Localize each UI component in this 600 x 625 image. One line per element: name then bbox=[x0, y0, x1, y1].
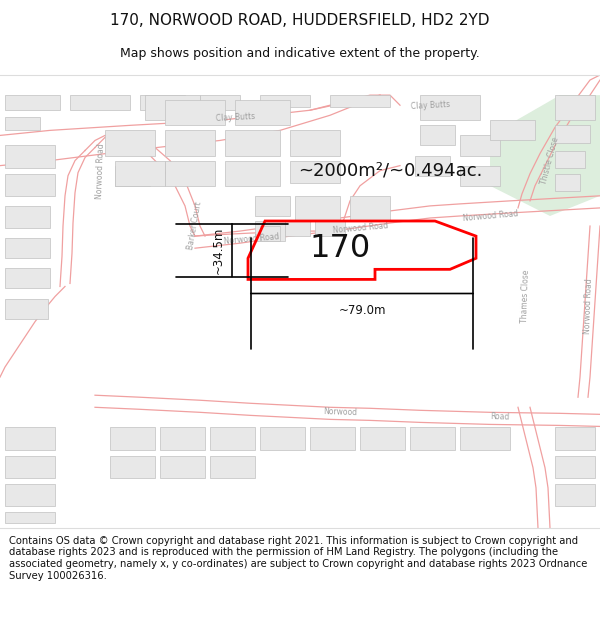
Polygon shape bbox=[290, 161, 340, 182]
Polygon shape bbox=[460, 428, 510, 449]
Polygon shape bbox=[210, 456, 255, 478]
Polygon shape bbox=[225, 131, 280, 156]
Text: 170: 170 bbox=[310, 232, 371, 264]
Polygon shape bbox=[555, 484, 595, 506]
Text: Barker Court: Barker Court bbox=[187, 201, 203, 251]
Text: ~34.5m: ~34.5m bbox=[212, 226, 224, 274]
Polygon shape bbox=[555, 456, 595, 478]
Text: Clay Butts: Clay Butts bbox=[410, 99, 450, 111]
Text: Thames Close: Thames Close bbox=[520, 270, 530, 323]
Polygon shape bbox=[210, 428, 255, 449]
Polygon shape bbox=[5, 484, 55, 506]
Text: Road: Road bbox=[490, 411, 510, 421]
Polygon shape bbox=[360, 428, 405, 449]
Text: Norwood Road: Norwood Road bbox=[332, 221, 388, 235]
Polygon shape bbox=[5, 456, 55, 478]
Polygon shape bbox=[145, 95, 200, 120]
Polygon shape bbox=[5, 238, 50, 258]
Polygon shape bbox=[420, 95, 480, 120]
Polygon shape bbox=[350, 196, 390, 221]
Polygon shape bbox=[290, 131, 340, 156]
Text: ~2000m²/~0.494ac.: ~2000m²/~0.494ac. bbox=[298, 162, 482, 179]
Polygon shape bbox=[490, 95, 600, 216]
Polygon shape bbox=[225, 161, 280, 186]
Polygon shape bbox=[5, 206, 50, 228]
Polygon shape bbox=[555, 95, 595, 120]
Polygon shape bbox=[5, 268, 50, 289]
Polygon shape bbox=[5, 174, 55, 196]
Polygon shape bbox=[165, 131, 215, 156]
Polygon shape bbox=[410, 428, 455, 449]
Polygon shape bbox=[310, 428, 355, 449]
Polygon shape bbox=[160, 428, 205, 449]
Polygon shape bbox=[555, 126, 590, 144]
Text: Thistle Close: Thistle Close bbox=[539, 136, 560, 186]
Polygon shape bbox=[415, 156, 450, 176]
Polygon shape bbox=[5, 299, 48, 319]
Text: ~79.0m: ~79.0m bbox=[338, 304, 386, 317]
Polygon shape bbox=[420, 126, 455, 146]
Text: Norwood Road: Norwood Road bbox=[583, 279, 593, 334]
Polygon shape bbox=[555, 174, 580, 191]
Text: Norwood Road: Norwood Road bbox=[95, 142, 106, 199]
Polygon shape bbox=[105, 131, 155, 156]
Polygon shape bbox=[160, 456, 205, 478]
Polygon shape bbox=[200, 95, 240, 110]
Text: Norwood Road: Norwood Road bbox=[223, 232, 279, 246]
Polygon shape bbox=[460, 136, 500, 156]
Polygon shape bbox=[115, 161, 165, 186]
Polygon shape bbox=[110, 428, 155, 449]
Polygon shape bbox=[5, 118, 40, 131]
Polygon shape bbox=[330, 95, 390, 108]
Text: Norwood Road: Norwood Road bbox=[462, 209, 518, 223]
Polygon shape bbox=[285, 221, 310, 236]
Polygon shape bbox=[115, 166, 150, 186]
Text: Norwood: Norwood bbox=[323, 408, 357, 418]
Polygon shape bbox=[165, 161, 215, 186]
Text: Contains OS data © Crown copyright and database right 2021. This information is : Contains OS data © Crown copyright and d… bbox=[9, 536, 587, 581]
Polygon shape bbox=[5, 512, 55, 523]
Polygon shape bbox=[260, 95, 310, 108]
Polygon shape bbox=[260, 226, 280, 241]
Polygon shape bbox=[235, 100, 290, 126]
Polygon shape bbox=[295, 196, 340, 221]
Polygon shape bbox=[70, 95, 130, 110]
Text: Map shows position and indicative extent of the property.: Map shows position and indicative extent… bbox=[120, 48, 480, 61]
Polygon shape bbox=[110, 456, 155, 478]
Polygon shape bbox=[315, 221, 345, 236]
Polygon shape bbox=[255, 221, 285, 241]
Polygon shape bbox=[460, 166, 500, 186]
Polygon shape bbox=[490, 120, 535, 141]
Polygon shape bbox=[255, 196, 290, 216]
Polygon shape bbox=[555, 151, 585, 168]
Text: 170, NORWOOD ROAD, HUDDERSFIELD, HD2 2YD: 170, NORWOOD ROAD, HUDDERSFIELD, HD2 2YD bbox=[110, 12, 490, 28]
Polygon shape bbox=[165, 100, 225, 126]
Polygon shape bbox=[5, 146, 55, 168]
Polygon shape bbox=[140, 95, 185, 110]
Polygon shape bbox=[5, 428, 55, 449]
Polygon shape bbox=[5, 95, 60, 110]
Polygon shape bbox=[260, 428, 305, 449]
Text: Clay Butts: Clay Butts bbox=[215, 112, 255, 123]
Polygon shape bbox=[555, 428, 595, 449]
